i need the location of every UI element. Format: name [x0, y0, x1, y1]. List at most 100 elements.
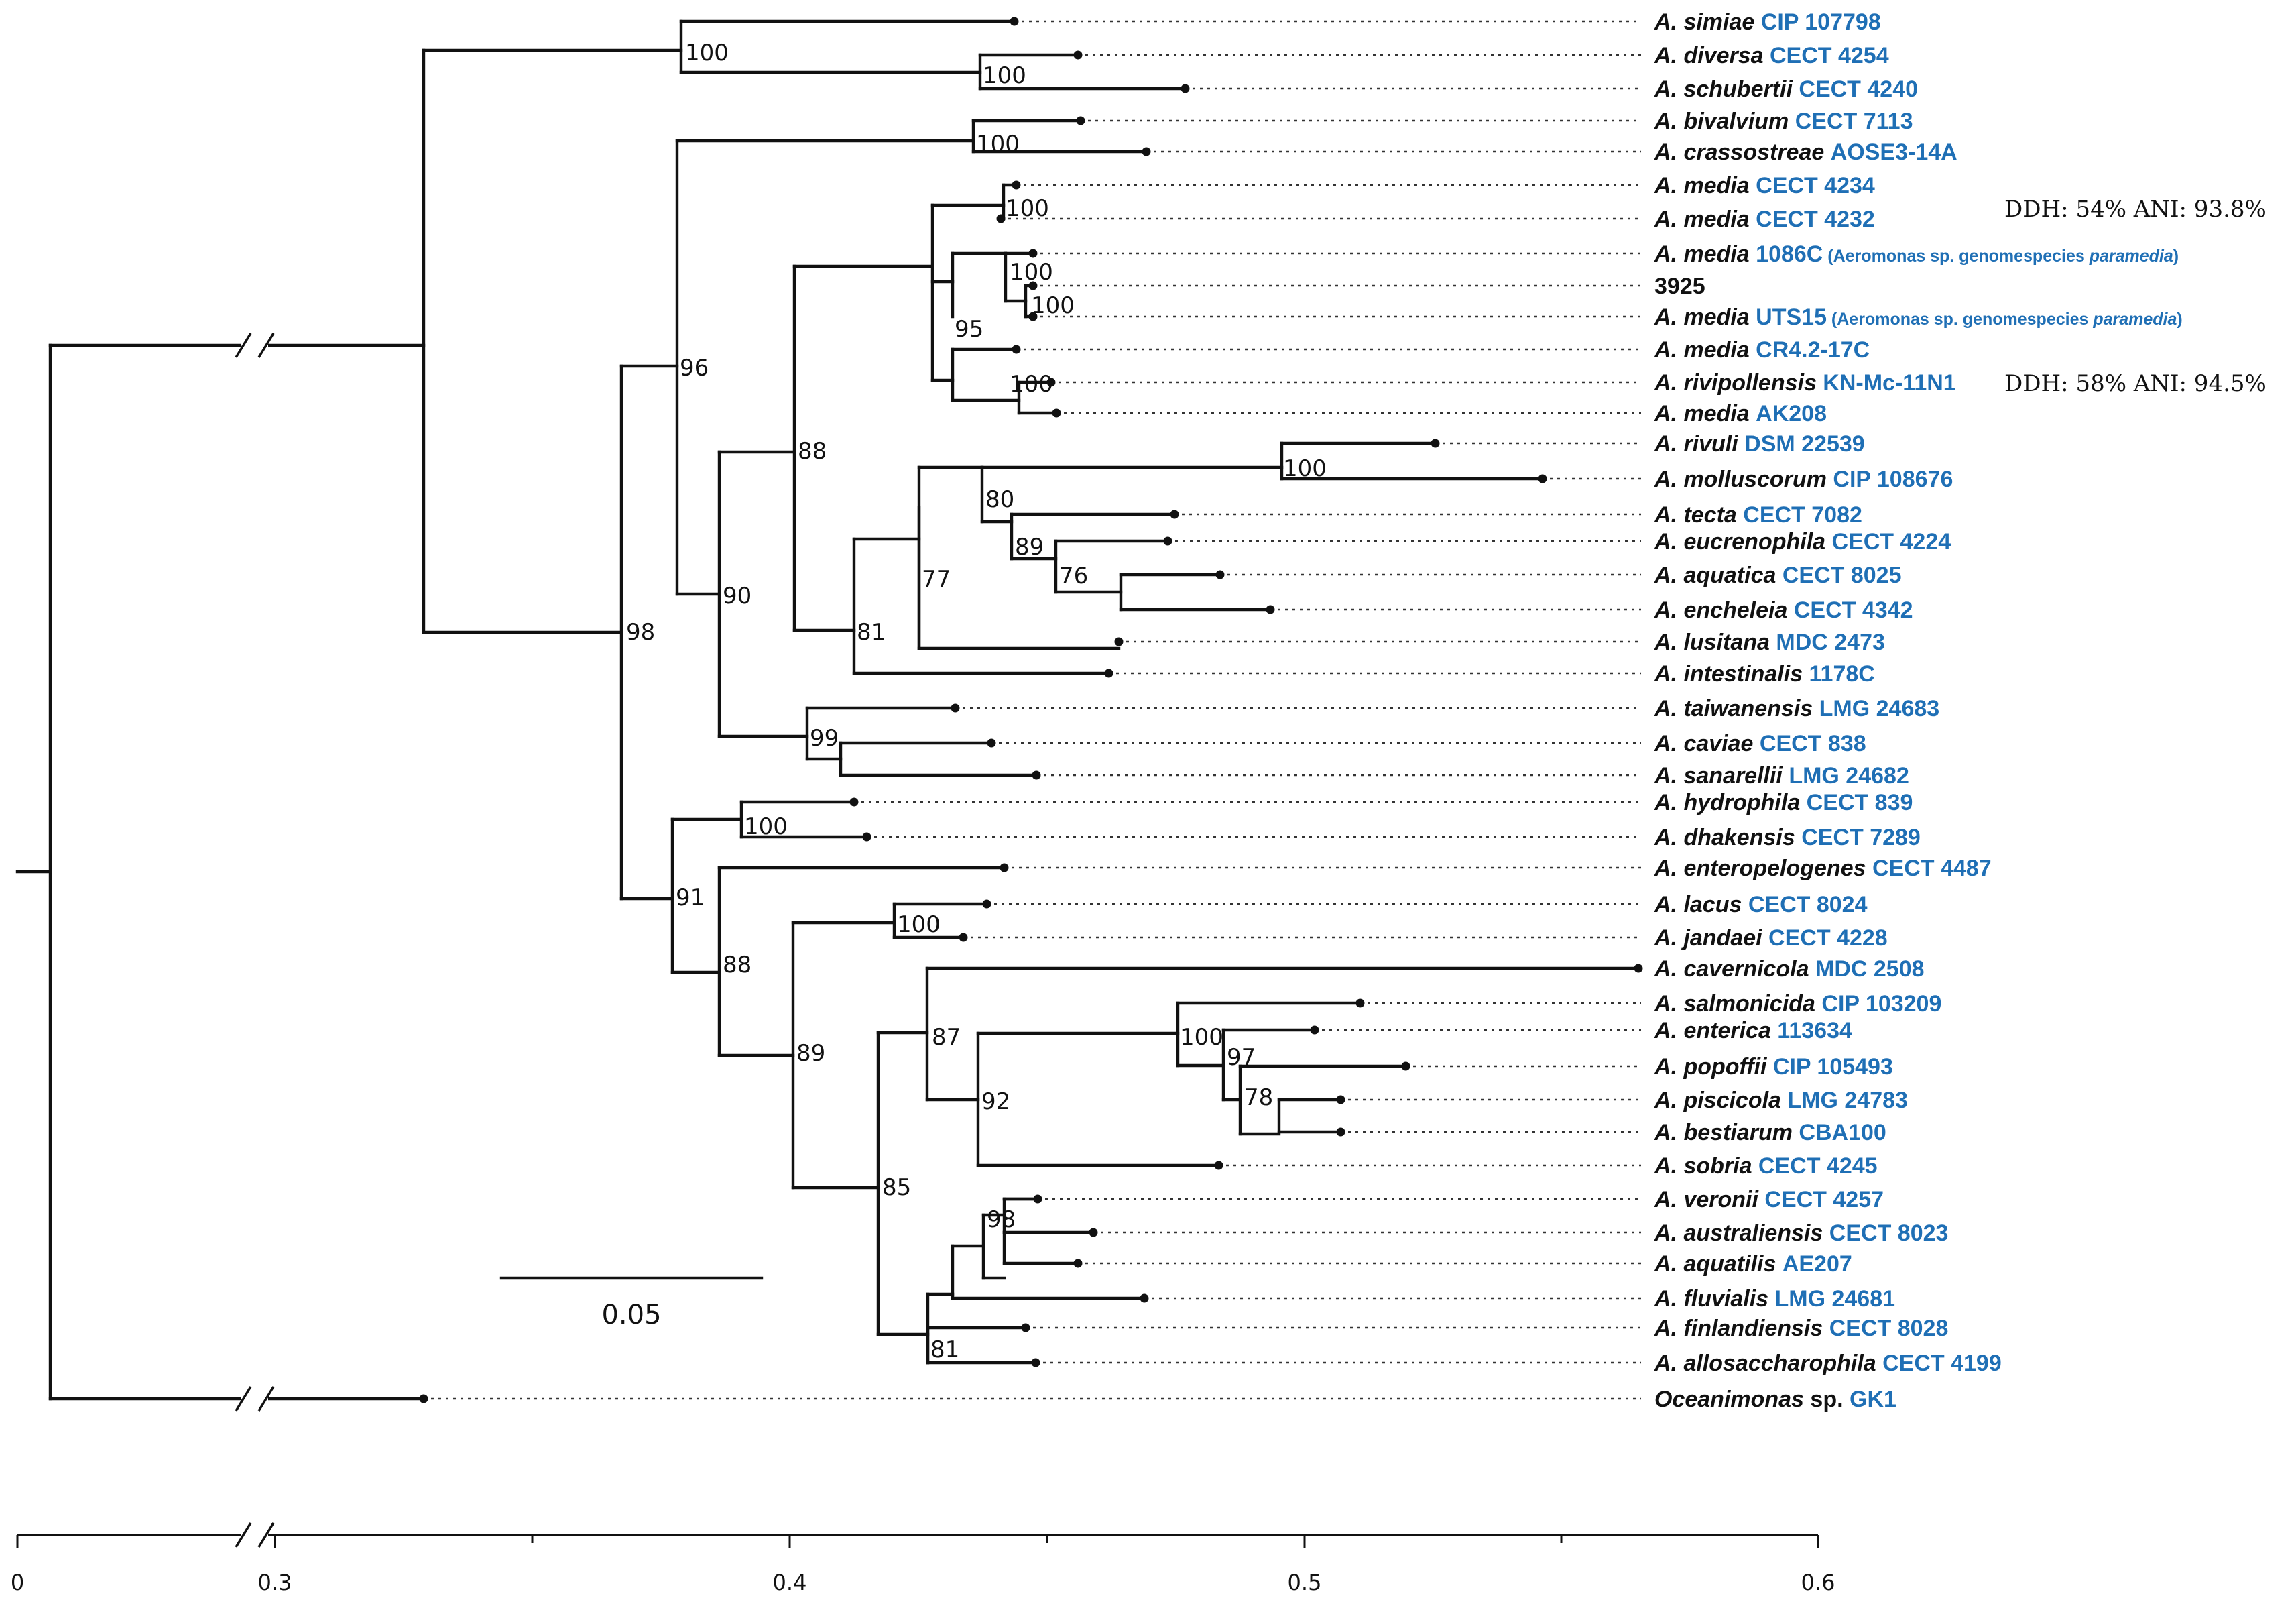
- taxon-label: A. finlandiensis CECT 8028: [1654, 1316, 1948, 1341]
- bootstrap-label: 100: [983, 62, 1026, 89]
- bootstrap-label: 77: [922, 566, 951, 593]
- bootstrap-label: 81: [857, 619, 886, 646]
- strain-id: LMG 24683: [1813, 696, 1939, 722]
- species-name: A. schubertii: [1654, 76, 1793, 102]
- species-name: A. finlandiensis: [1654, 1316, 1823, 1341]
- strain-id: KN-Mc-11N1: [1817, 370, 1956, 396]
- species-name: A. bivalvium: [1654, 109, 1789, 134]
- species-name: A. caviae: [1654, 731, 1753, 756]
- taxon-label: A. aquatilis AE207: [1654, 1251, 1852, 1277]
- bootstrap-label: 85: [882, 1174, 911, 1201]
- strain-id: CIP 103209: [1815, 991, 1941, 1017]
- species-name: A. dhakensis: [1654, 825, 1795, 850]
- strain-id: CECT 8028: [1823, 1316, 1948, 1341]
- tip-node: [419, 1394, 428, 1403]
- taxon-label: A. molluscorum CIP 108676: [1654, 467, 1953, 492]
- strain-id: CECT 839: [1800, 790, 1913, 815]
- strain-id: CBA100: [1793, 1120, 1886, 1145]
- bootstrap-values: 1001001001001001009510096881008089767781…: [626, 40, 1327, 1363]
- strain-id: CECT 8023: [1823, 1220, 1948, 1246]
- bootstrap-label: 100: [897, 911, 941, 938]
- axis-break-mark: [235, 1522, 252, 1548]
- axis-break-mark: [257, 1522, 275, 1548]
- bootstrap-label: 88: [723, 952, 751, 978]
- bootstrap-label: 81: [930, 1336, 959, 1363]
- tip-node: [1214, 1161, 1223, 1170]
- species-name: A. encheleia: [1654, 597, 1787, 623]
- taxon-label: A. rivuli DSM 22539: [1654, 431, 1865, 457]
- tip-node: [1163, 536, 1172, 546]
- taxon-label: A. allosaccharophila CECT 4199: [1654, 1350, 2002, 1376]
- taxon-label: A. jandaei CECT 4228: [1654, 925, 1888, 951]
- taxon-label: A. media CECT 4234: [1654, 173, 1875, 198]
- species-name: A. fluvialis: [1654, 1286, 1768, 1312]
- tree-branches: [15, 19, 1640, 1412]
- species-name: A. media: [1654, 207, 1750, 232]
- tip-node: [1012, 345, 1021, 354]
- taxon-label: A. piscicola LMG 24783: [1654, 1088, 1908, 1113]
- tip-node: [1031, 1358, 1040, 1367]
- taxon-label: A. simiae CIP 107798: [1654, 9, 1881, 35]
- strain-id: CIP 108676: [1827, 467, 1953, 492]
- species-name: A. allosaccharophila: [1654, 1350, 1876, 1376]
- bootstrap-label: 100: [1010, 371, 1053, 398]
- species-tail: sp.: [1804, 1387, 1844, 1412]
- bootstrap-label: 90: [723, 583, 751, 610]
- tip-node: [1431, 439, 1440, 448]
- strain-id: CECT 4228: [1762, 925, 1888, 951]
- tip-node: [1012, 180, 1021, 190]
- bootstrap-label: 87: [932, 1024, 961, 1051]
- tip-node: [959, 933, 968, 942]
- species-name: A. rivipollensis: [1654, 370, 1817, 396]
- bootstrap-label: 95: [955, 316, 983, 343]
- species-name: A. piscicola: [1654, 1088, 1781, 1113]
- species-name: A. australiensis: [1654, 1220, 1823, 1246]
- strain-id: CECT 4232: [1750, 207, 1875, 232]
- axis-tick-label: 0: [11, 1570, 24, 1595]
- bootstrap-label: 89: [796, 1040, 825, 1067]
- species-name: A. simiae: [1654, 9, 1754, 35]
- bootstrap-label: 100: [1283, 455, 1327, 482]
- species-name: A. intestinalis: [1654, 661, 1803, 687]
- taxon-label: A. aquatica CECT 8025: [1654, 563, 1901, 588]
- taxon-label: 3925: [1654, 274, 1705, 299]
- taxon-label: A. fluvialis LMG 24681: [1654, 1286, 1895, 1312]
- tip-node: [1634, 964, 1643, 973]
- bootstrap-label: 100: [1006, 195, 1049, 222]
- taxon-label: A. lusitana MDC 2473: [1654, 630, 1885, 655]
- species-name: A. bestiarum: [1654, 1120, 1793, 1145]
- species-name: A. lacus: [1654, 892, 1742, 917]
- strain-id: LMG 24682: [1783, 763, 1909, 789]
- species-name: A. tecta: [1654, 502, 1737, 528]
- tip-node: [1142, 147, 1151, 156]
- branch-break-mark: [257, 1386, 275, 1412]
- ddh-ani-annotation-1: DDH: 54% ANI: 93.8%: [2004, 196, 2267, 223]
- strain-id: CECT 4245: [1752, 1153, 1877, 1179]
- tip-node: [996, 214, 1006, 223]
- bootstrap-label: 98: [987, 1206, 1016, 1233]
- branch-break-mark: [235, 1386, 252, 1412]
- species-name: A. rivuli: [1654, 431, 1739, 457]
- taxon-label: A. enteropelogenes CECT 4487: [1654, 856, 1992, 881]
- branch-break-mark: [257, 333, 275, 358]
- strain-id: 1178C: [1803, 661, 1875, 687]
- bootstrap-label: 96: [680, 355, 709, 382]
- bootstrap-label: 100: [1031, 292, 1075, 319]
- tip-node: [1073, 1259, 1083, 1268]
- taxon-label: A. bestiarum CBA100: [1654, 1120, 1886, 1145]
- tip-node: [1046, 378, 1056, 387]
- taxon-label: A. crassostreae AOSE3-14A: [1654, 139, 1957, 165]
- strain-id: CECT 8025: [1776, 563, 1901, 588]
- taxon-label: A. intestinalis 1178C: [1654, 661, 1875, 687]
- species-name: A. media: [1654, 304, 1750, 330]
- species-name: A. sanarellii: [1654, 763, 1783, 789]
- tip-node: [1140, 1293, 1149, 1303]
- taxon-label: A. taiwanensis LMG 24683: [1654, 696, 1939, 722]
- x-axis: 0 0.3 0.4 0.5 0.6: [11, 1522, 1835, 1595]
- species-name: A. diversa: [1654, 43, 1764, 68]
- strain-id: CECT 4224: [1825, 529, 1951, 555]
- strain-id: LMG 24681: [1768, 1286, 1895, 1312]
- taxon-label: A. encheleia CECT 4342: [1654, 597, 1913, 623]
- strain-id: CECT 4342: [1787, 597, 1913, 623]
